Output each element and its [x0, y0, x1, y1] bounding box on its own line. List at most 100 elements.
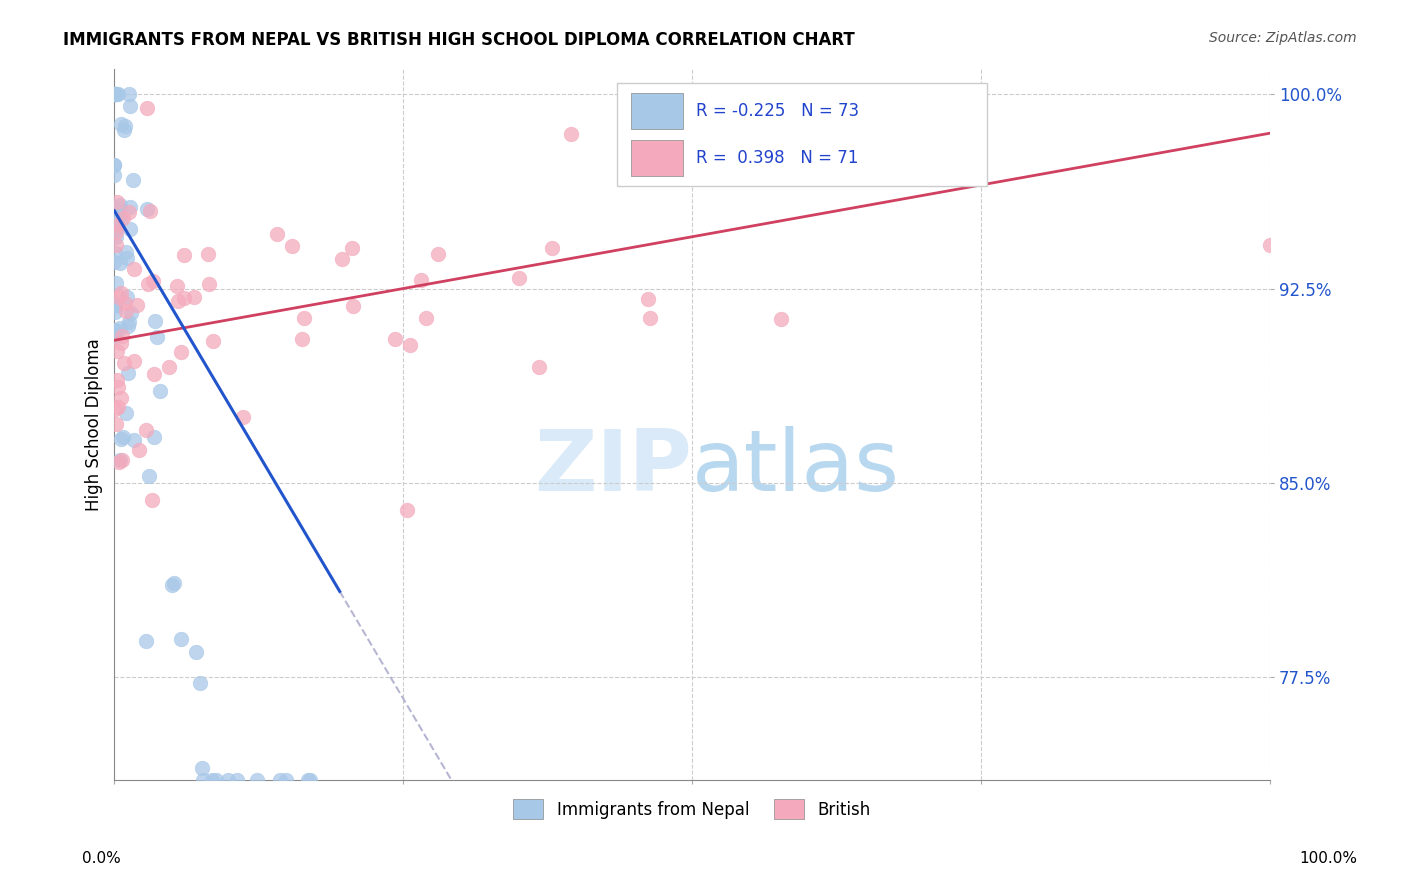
- Point: [183, 290, 205, 304]
- Point: [135, 633, 157, 648]
- Text: Source: ZipAtlas.com: Source: ZipAtlas.com: [1209, 31, 1357, 45]
- Point: [114, 296, 136, 310]
- Point: [269, 773, 291, 788]
- Point: [128, 443, 150, 458]
- Point: [114, 245, 136, 260]
- Point: [125, 298, 148, 312]
- Point: [118, 205, 141, 219]
- Text: R = -0.225   N = 73: R = -0.225 N = 73: [696, 103, 859, 120]
- Point: [107, 379, 129, 393]
- Point: [114, 119, 136, 133]
- Point: [105, 237, 128, 252]
- Point: [110, 432, 132, 446]
- Point: [104, 324, 127, 338]
- Point: [107, 401, 129, 415]
- Point: [560, 127, 582, 141]
- Point: [105, 373, 128, 387]
- Point: [135, 101, 157, 115]
- Point: [170, 632, 193, 647]
- Point: [103, 87, 125, 102]
- Point: [107, 87, 129, 102]
- Point: [104, 87, 127, 102]
- Point: [770, 312, 793, 326]
- Point: [110, 286, 132, 301]
- Point: [122, 434, 145, 448]
- Point: [201, 773, 224, 788]
- Point: [103, 255, 125, 269]
- Point: [111, 453, 134, 467]
- Point: [139, 204, 162, 219]
- Point: [340, 242, 363, 256]
- Point: [104, 87, 127, 102]
- Text: atlas: atlas: [692, 425, 900, 508]
- Point: [232, 410, 254, 425]
- Point: [105, 220, 128, 235]
- Point: [105, 222, 128, 236]
- Point: [104, 276, 127, 290]
- Point: [110, 117, 132, 131]
- Text: IMMIGRANTS FROM NEPAL VS BRITISH HIGH SCHOOL DIPLOMA CORRELATION CHART: IMMIGRANTS FROM NEPAL VS BRITISH HIGH SC…: [63, 31, 855, 49]
- Point: [299, 773, 322, 788]
- Point: [107, 454, 129, 468]
- Point: [112, 211, 135, 226]
- Point: [135, 202, 157, 216]
- Point: [110, 198, 132, 212]
- Point: [122, 353, 145, 368]
- Point: [105, 194, 128, 209]
- Point: [108, 209, 131, 223]
- Point: [115, 290, 138, 304]
- Point: [297, 773, 319, 788]
- Point: [637, 292, 659, 306]
- Point: [115, 303, 138, 318]
- Point: [145, 330, 167, 344]
- Point: [157, 359, 180, 374]
- Point: [103, 158, 125, 172]
- Point: [122, 262, 145, 277]
- Point: [946, 164, 969, 178]
- Point: [103, 158, 125, 172]
- Point: [110, 212, 132, 227]
- Point: [384, 332, 406, 346]
- FancyBboxPatch shape: [631, 139, 683, 176]
- Point: [115, 406, 138, 420]
- Point: [169, 345, 191, 359]
- Point: [110, 256, 132, 270]
- Point: [115, 252, 138, 266]
- Point: [246, 773, 269, 788]
- Point: [266, 227, 288, 242]
- Point: [118, 87, 141, 102]
- Point: [291, 332, 314, 346]
- Point: [205, 773, 228, 788]
- Text: 0.0%: 0.0%: [82, 851, 121, 865]
- Point: [111, 430, 134, 444]
- Point: [110, 335, 132, 350]
- Point: [103, 168, 125, 182]
- Point: [117, 318, 139, 333]
- Point: [120, 306, 142, 320]
- Point: [226, 773, 249, 788]
- Point: [104, 417, 127, 432]
- Point: [541, 241, 564, 255]
- FancyBboxPatch shape: [631, 93, 683, 129]
- Point: [108, 320, 131, 334]
- Point: [217, 773, 239, 788]
- Point: [149, 384, 172, 398]
- Text: ZIP: ZIP: [534, 425, 692, 508]
- Point: [186, 645, 208, 659]
- Point: [110, 391, 132, 405]
- Point: [121, 172, 143, 186]
- Point: [104, 245, 127, 260]
- Point: [201, 334, 224, 348]
- Point: [138, 469, 160, 483]
- Point: [104, 87, 127, 102]
- Point: [330, 252, 353, 266]
- Point: [292, 310, 315, 325]
- Point: [508, 271, 530, 285]
- Point: [191, 761, 214, 775]
- Point: [104, 299, 127, 313]
- Point: [118, 315, 141, 329]
- Legend: Immigrants from Nepal, British: Immigrants from Nepal, British: [506, 793, 877, 825]
- Point: [111, 329, 134, 343]
- Point: [162, 578, 184, 592]
- Point: [143, 430, 166, 444]
